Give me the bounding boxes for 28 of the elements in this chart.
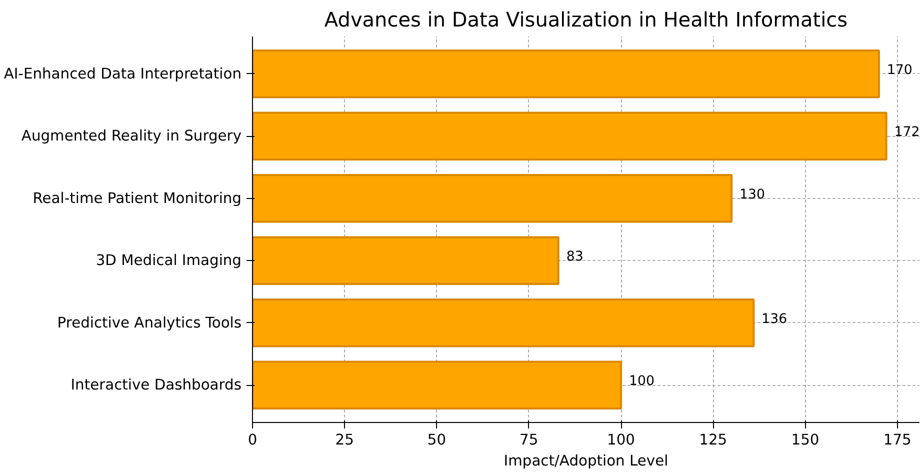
x-tick-label: 0 (248, 432, 258, 448)
x-tick-label: 75 (520, 432, 538, 448)
chart-title: Advances in Data Visualization in Health Informatics (324, 8, 848, 32)
bar (252, 236, 560, 285)
x-tick-label: 100 (607, 432, 636, 448)
data-label: 83 (566, 250, 584, 265)
y-tick-label: Real-time Patient Monitoring (32, 190, 242, 207)
y-tick-label: Interactive Dashboards (70, 376, 242, 394)
y-tick-label: AI-Enhanced Data Interpretation (4, 65, 242, 82)
x-tick-label: 25 (335, 432, 354, 448)
bar (252, 50, 880, 98)
bar (252, 298, 755, 348)
data-label: 100 (629, 374, 654, 390)
x-axis-title: Impact/Adoption Level (504, 452, 668, 470)
data-label: 170 (886, 62, 912, 78)
x-tick-label: 175 (883, 432, 912, 448)
x-tick-label: 150 (791, 432, 820, 448)
data-label: 136 (762, 312, 788, 327)
bar (252, 360, 622, 410)
data-label: 130 (740, 187, 766, 202)
y-tick-label: Augmented Reality in Surgery (21, 128, 242, 145)
bar (252, 112, 888, 160)
x-tick-label: 50 (427, 432, 446, 448)
y-tick-label: Predictive Analytics Tools (57, 314, 242, 332)
data-label: 172 (894, 125, 920, 140)
y-tick-label: 3D Medical Imaging (96, 252, 242, 270)
bar (252, 174, 733, 223)
x-tick-label: 125 (699, 432, 728, 448)
